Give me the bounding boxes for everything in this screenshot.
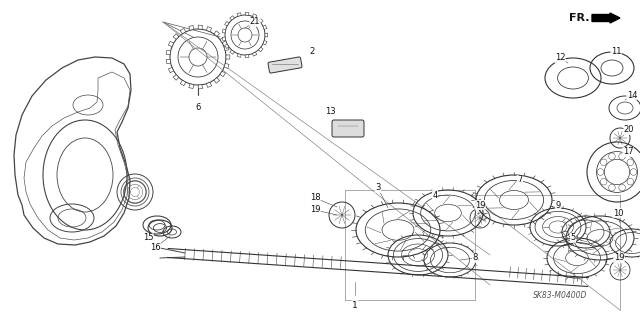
Polygon shape bbox=[245, 55, 249, 58]
Polygon shape bbox=[265, 33, 268, 37]
Circle shape bbox=[627, 159, 634, 166]
Circle shape bbox=[609, 153, 615, 160]
Polygon shape bbox=[189, 26, 194, 30]
Polygon shape bbox=[230, 50, 234, 54]
Polygon shape bbox=[226, 55, 230, 59]
Polygon shape bbox=[166, 59, 171, 64]
Text: 7: 7 bbox=[517, 175, 523, 184]
Circle shape bbox=[600, 178, 607, 185]
Text: 11: 11 bbox=[611, 48, 621, 56]
Polygon shape bbox=[180, 80, 186, 86]
Text: 12: 12 bbox=[555, 54, 565, 63]
Polygon shape bbox=[166, 50, 171, 55]
Text: 19: 19 bbox=[614, 254, 624, 263]
Polygon shape bbox=[252, 52, 257, 56]
Polygon shape bbox=[214, 31, 220, 36]
Text: 20: 20 bbox=[624, 125, 634, 135]
Text: 3: 3 bbox=[375, 183, 381, 192]
Text: 5: 5 bbox=[570, 234, 575, 242]
Text: 21: 21 bbox=[250, 18, 260, 26]
Text: FR.: FR. bbox=[570, 13, 590, 23]
Text: 9: 9 bbox=[556, 201, 561, 210]
Circle shape bbox=[600, 159, 607, 166]
Circle shape bbox=[619, 153, 625, 160]
Polygon shape bbox=[180, 28, 186, 34]
Polygon shape bbox=[198, 85, 202, 89]
Polygon shape bbox=[237, 54, 241, 57]
Polygon shape bbox=[222, 37, 226, 41]
Text: 17: 17 bbox=[623, 147, 634, 157]
Circle shape bbox=[597, 169, 604, 175]
Text: SK83-M0400D: SK83-M0400D bbox=[533, 291, 587, 300]
Polygon shape bbox=[220, 71, 225, 77]
Polygon shape bbox=[252, 14, 257, 18]
Text: 8: 8 bbox=[472, 254, 477, 263]
Polygon shape bbox=[263, 41, 267, 45]
Text: 2: 2 bbox=[309, 48, 315, 56]
FancyBboxPatch shape bbox=[332, 120, 364, 137]
Polygon shape bbox=[220, 37, 225, 43]
Polygon shape bbox=[224, 46, 229, 51]
Circle shape bbox=[619, 184, 625, 191]
Polygon shape bbox=[225, 44, 229, 48]
Polygon shape bbox=[230, 16, 234, 20]
Text: 13: 13 bbox=[324, 108, 335, 116]
Polygon shape bbox=[207, 26, 212, 32]
Polygon shape bbox=[214, 78, 220, 83]
Polygon shape bbox=[173, 75, 179, 80]
Text: 10: 10 bbox=[612, 209, 623, 218]
Polygon shape bbox=[245, 12, 249, 15]
Text: 6: 6 bbox=[195, 102, 201, 112]
Text: 4: 4 bbox=[433, 190, 438, 199]
Polygon shape bbox=[259, 47, 263, 52]
FancyBboxPatch shape bbox=[268, 57, 302, 73]
Polygon shape bbox=[198, 25, 202, 29]
Polygon shape bbox=[173, 34, 179, 39]
Polygon shape bbox=[237, 13, 241, 16]
Polygon shape bbox=[225, 21, 229, 26]
Polygon shape bbox=[224, 63, 229, 69]
Circle shape bbox=[609, 184, 615, 191]
Polygon shape bbox=[259, 18, 263, 23]
Polygon shape bbox=[222, 29, 226, 33]
Text: 18: 18 bbox=[310, 194, 320, 203]
Circle shape bbox=[630, 169, 637, 175]
Polygon shape bbox=[168, 41, 173, 47]
Polygon shape bbox=[207, 82, 212, 87]
Polygon shape bbox=[189, 84, 194, 89]
Text: 15: 15 bbox=[143, 234, 153, 242]
FancyArrow shape bbox=[592, 13, 620, 23]
Polygon shape bbox=[263, 25, 267, 29]
Text: 16: 16 bbox=[150, 243, 160, 253]
Circle shape bbox=[627, 178, 634, 185]
Polygon shape bbox=[168, 67, 173, 73]
Text: 19: 19 bbox=[310, 205, 320, 214]
Text: 19: 19 bbox=[475, 201, 485, 210]
Text: 1: 1 bbox=[352, 300, 358, 309]
Text: 14: 14 bbox=[627, 91, 637, 100]
